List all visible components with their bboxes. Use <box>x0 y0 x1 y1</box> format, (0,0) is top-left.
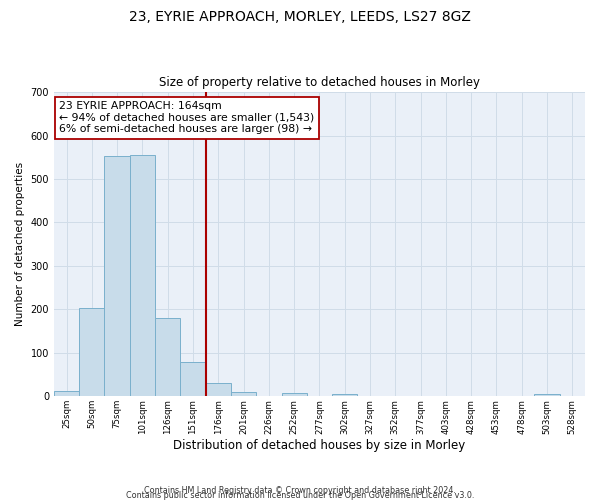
X-axis label: Distribution of detached houses by size in Morley: Distribution of detached houses by size … <box>173 440 466 452</box>
Text: 23 EYRIE APPROACH: 164sqm
← 94% of detached houses are smaller (1,543)
6% of sem: 23 EYRIE APPROACH: 164sqm ← 94% of detac… <box>59 101 314 134</box>
Text: Contains HM Land Registry data © Crown copyright and database right 2024.: Contains HM Land Registry data © Crown c… <box>144 486 456 495</box>
Bar <box>79 308 104 396</box>
Bar <box>231 392 256 396</box>
Bar <box>130 154 155 396</box>
Bar <box>281 393 307 396</box>
Title: Size of property relative to detached houses in Morley: Size of property relative to detached ho… <box>159 76 480 90</box>
Bar <box>104 156 130 396</box>
Text: 23, EYRIE APPROACH, MORLEY, LEEDS, LS27 8GZ: 23, EYRIE APPROACH, MORLEY, LEEDS, LS27 … <box>129 10 471 24</box>
Bar <box>535 394 560 396</box>
Bar <box>206 384 231 396</box>
Bar <box>181 362 206 396</box>
Bar <box>54 391 79 396</box>
Text: Contains public sector information licensed under the Open Government Licence v3: Contains public sector information licen… <box>126 490 474 500</box>
Y-axis label: Number of detached properties: Number of detached properties <box>15 162 25 326</box>
Bar <box>155 318 181 396</box>
Bar <box>332 394 358 396</box>
